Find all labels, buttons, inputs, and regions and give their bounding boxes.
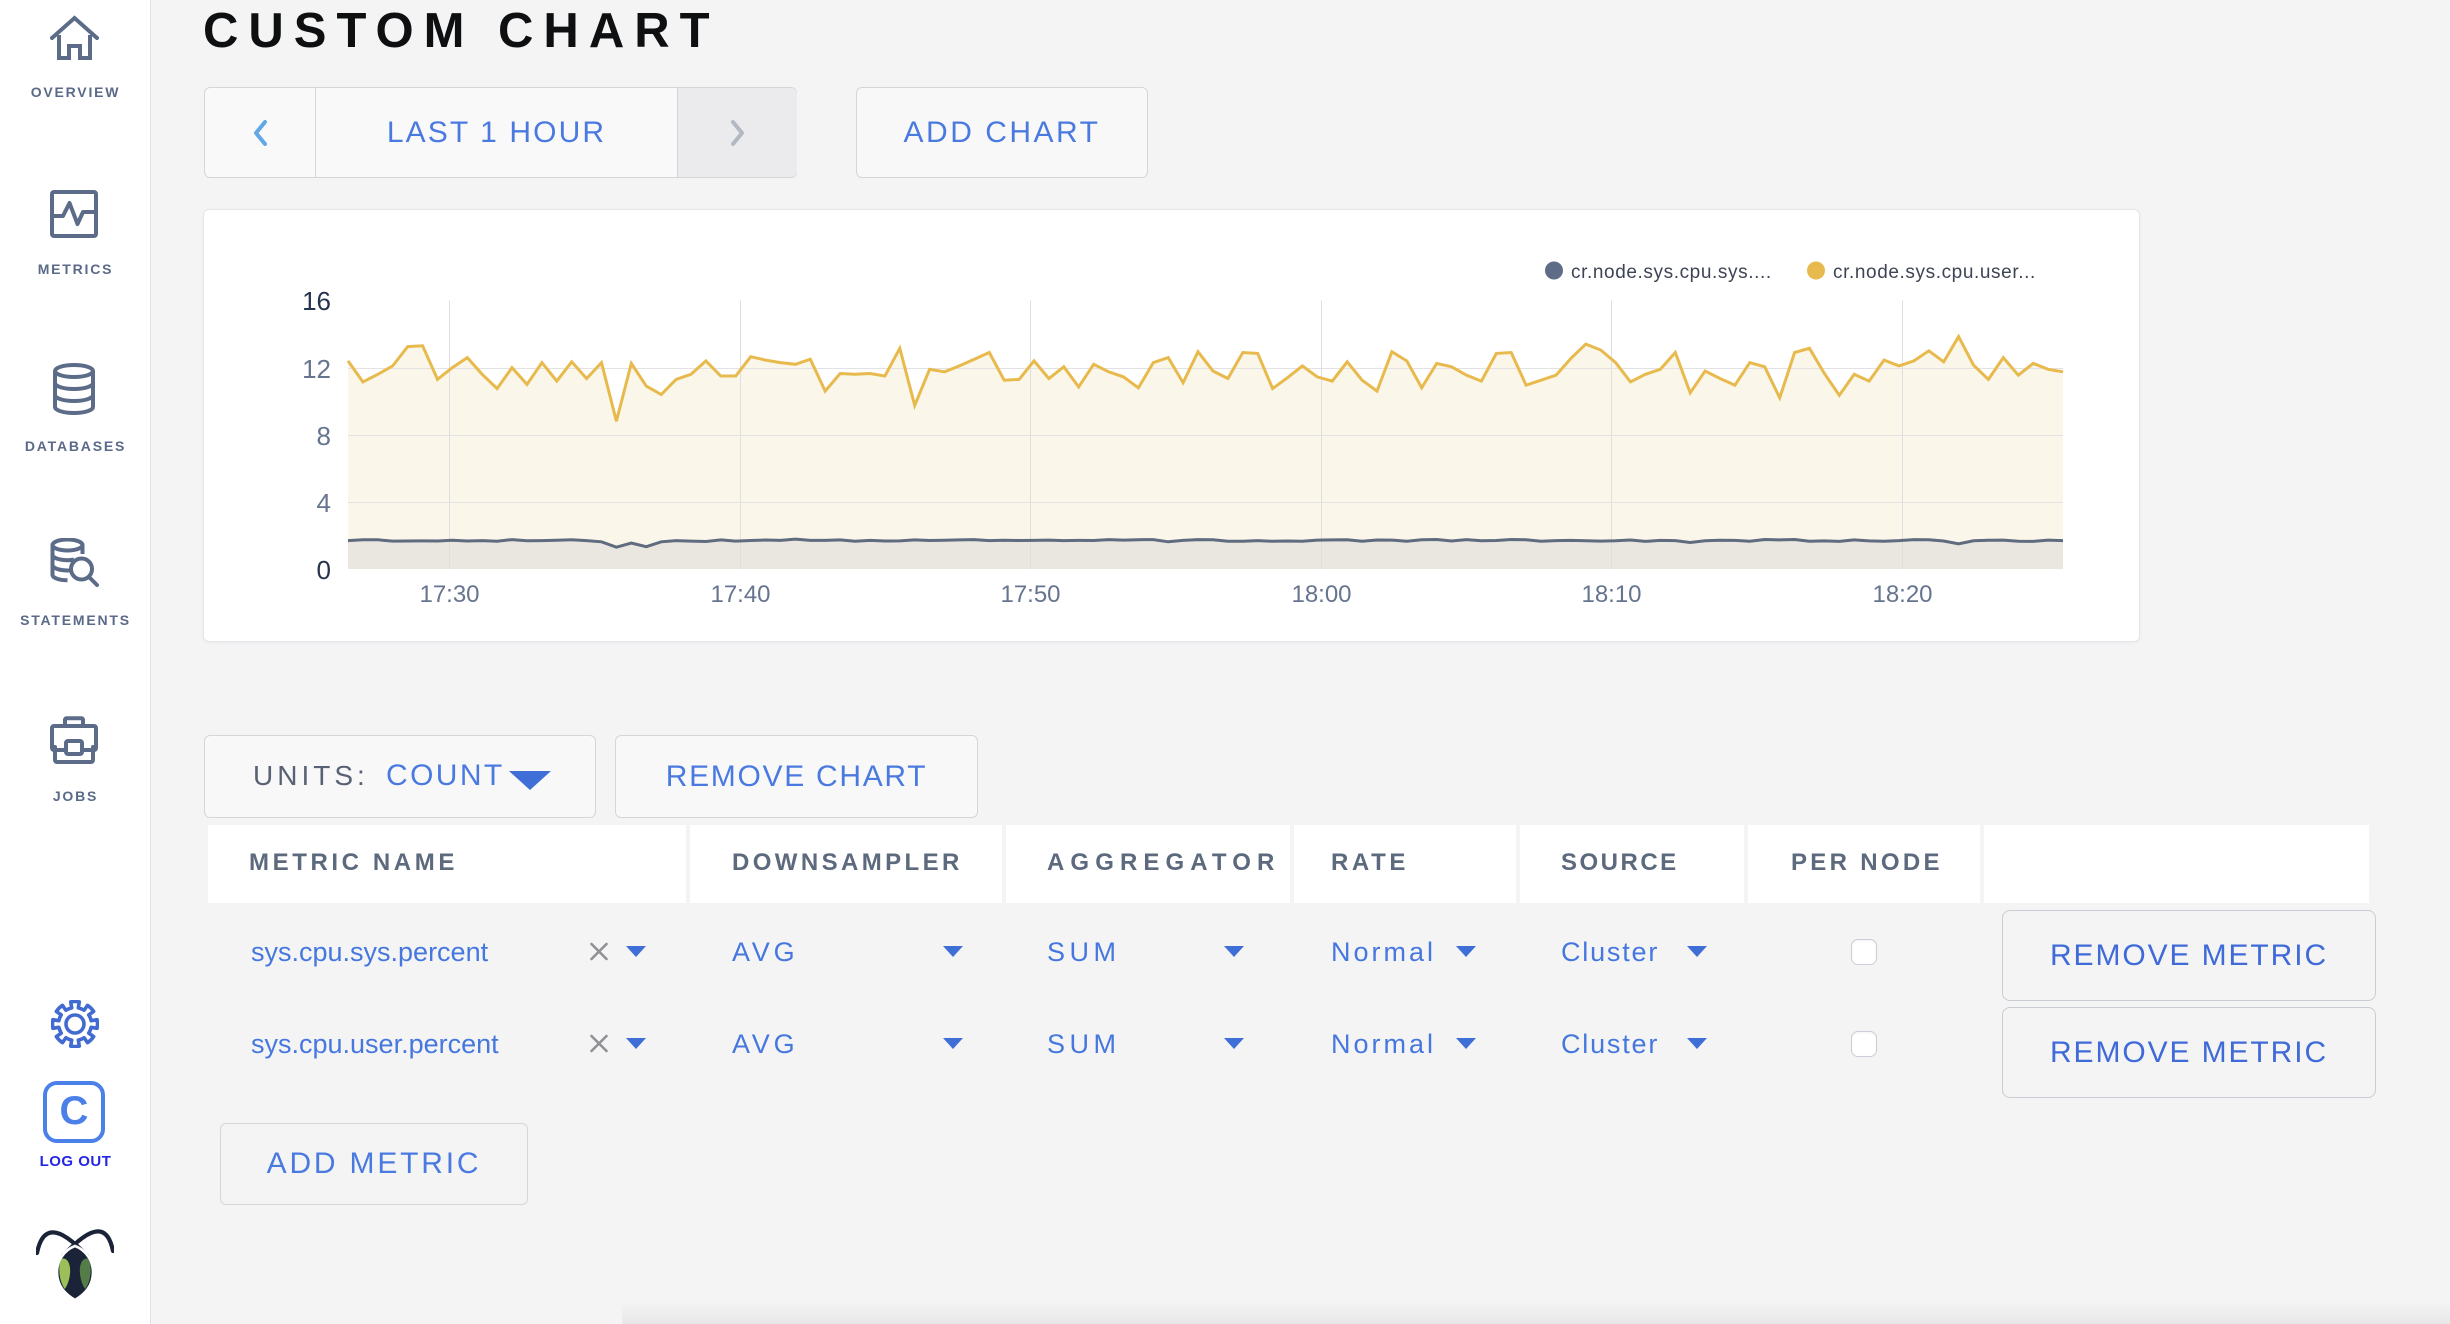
svg-text:16: 16	[302, 286, 331, 316]
svg-text:18:20: 18:20	[1872, 581, 1932, 608]
svg-text:8: 8	[317, 421, 331, 451]
svg-text:17:50: 17:50	[1000, 581, 1060, 608]
svg-text:cr.node.sys.cpu.sys....: cr.node.sys.cpu.sys....	[1571, 262, 1772, 283]
svg-text:4: 4	[317, 488, 331, 518]
svg-text:0: 0	[317, 555, 331, 585]
svg-text:17:40: 17:40	[710, 581, 770, 608]
svg-text:12: 12	[302, 354, 331, 384]
svg-text:cr.node.sys.cpu.user...: cr.node.sys.cpu.user...	[1833, 262, 2036, 283]
svg-text:18:00: 18:00	[1291, 581, 1351, 608]
svg-text:18:10: 18:10	[1581, 581, 1641, 608]
svg-text:17:30: 17:30	[419, 581, 479, 608]
